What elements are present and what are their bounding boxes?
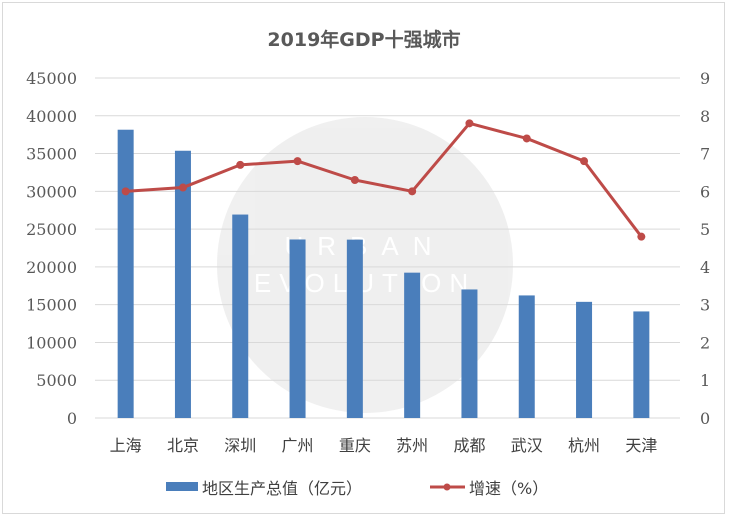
y-right-tick-label: 0: [700, 409, 710, 428]
bar: [346, 239, 363, 418]
legend-marker: [443, 483, 451, 491]
y-left-tick-label: 30000: [26, 182, 77, 201]
bar: [289, 239, 306, 418]
line-point: [293, 157, 302, 166]
y-left-tick-label: 20000: [26, 258, 77, 277]
y-left-tick-label: 45000: [26, 69, 77, 88]
line-point: [236, 160, 245, 169]
line-point: [121, 187, 130, 196]
x-tick-label: 深圳: [224, 436, 256, 455]
bar: [461, 289, 478, 418]
line-point: [350, 176, 359, 184]
bar: [518, 295, 535, 418]
x-tick-label: 广州: [282, 436, 314, 455]
x-tick-label: 杭州: [568, 436, 600, 455]
y-right-tick-label: 9: [700, 69, 710, 88]
y-right-tick-label: 1: [700, 371, 710, 390]
svg-text:URBAN: URBAN: [284, 231, 445, 261]
chart-title: 2019年GDP十强城市: [267, 28, 460, 51]
x-tick-label: 武汉: [511, 436, 543, 455]
y-right-tick-label: 8: [700, 107, 710, 126]
x-tick-label: 上海: [110, 436, 142, 455]
bar: [174, 150, 191, 418]
y-left-tick-label: 25000: [26, 220, 77, 239]
line-point: [465, 119, 474, 128]
y-left-tick-label: 10000: [26, 333, 77, 352]
x-tick-label: 重庆: [339, 436, 371, 455]
legend-swatch-bar: [166, 482, 198, 491]
y-left-tick-label: 40000: [26, 107, 77, 126]
legend: 地区生产总值（亿元） 增速（%）: [166, 479, 548, 498]
x-tick-label: 天津: [625, 436, 657, 455]
bar: [117, 129, 134, 418]
y-left-tick-label: 15000: [26, 296, 77, 315]
bar: [576, 301, 593, 418]
y-right-tick-label: 3: [700, 296, 710, 315]
line-point: [408, 187, 417, 196]
y-right-tick-label: 2: [700, 333, 710, 352]
line-point: [178, 183, 187, 192]
y-left-tick-label: 35000: [26, 145, 77, 164]
x-tick-label: 北京: [167, 436, 199, 455]
y-right-tick-label: 7: [700, 145, 710, 164]
bar: [404, 272, 421, 418]
y-left-tick-label: 0: [67, 409, 77, 428]
y-left-tick-label: 5000: [36, 371, 77, 390]
x-tick-label: 成都: [453, 436, 485, 455]
legend-label-bar: 地区生产总值（亿元）: [202, 479, 362, 498]
y-right-tick-label: 6: [700, 182, 710, 201]
bar: [232, 214, 249, 418]
legend-label-line: 增速（%）: [469, 479, 548, 498]
svg-text:EVOLUTION: EVOLUTION: [254, 268, 476, 298]
x-tick-label: 苏州: [396, 436, 428, 455]
bar: [633, 311, 650, 418]
line-point: [522, 134, 531, 143]
line-point: [637, 232, 646, 241]
growth-line: [125, 121, 643, 238]
y-right-tick-label: 5: [700, 220, 710, 239]
y-right-tick-label: 4: [700, 258, 710, 277]
line-point: [580, 157, 589, 166]
